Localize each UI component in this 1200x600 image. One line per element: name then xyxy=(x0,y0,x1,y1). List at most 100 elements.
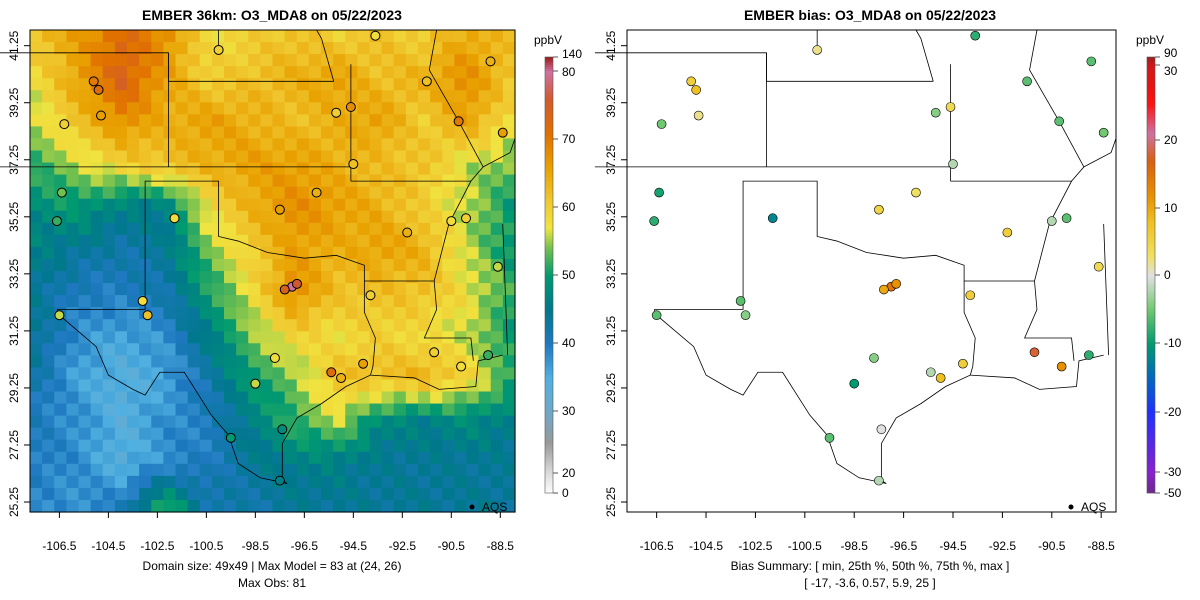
grid-cell xyxy=(333,66,346,79)
grid-cell xyxy=(502,258,516,272)
colorbar-tick-label: 50 xyxy=(562,268,576,282)
grid-cell xyxy=(236,114,249,127)
grid-cell xyxy=(248,90,261,103)
grid-cell xyxy=(308,271,322,284)
grid-cell xyxy=(211,427,225,441)
grid-cell xyxy=(296,30,310,43)
colorbar-swatch xyxy=(545,259,553,262)
grid-cell xyxy=(211,90,225,103)
grid-cell xyxy=(30,451,43,465)
grid-cell xyxy=(478,198,492,212)
grid-cell xyxy=(260,415,274,429)
grid-cell xyxy=(345,355,358,368)
grid-cell xyxy=(187,126,201,140)
grid-cell xyxy=(321,463,334,477)
grid-cell xyxy=(430,355,443,368)
colorbar-tick-label: 30 xyxy=(1164,64,1178,78)
colorbar-tick-label: 40 xyxy=(562,336,576,350)
grid-cell xyxy=(260,174,274,188)
station-marker xyxy=(421,76,432,87)
grid-cell xyxy=(418,427,431,441)
grid-cell xyxy=(236,355,249,368)
station-marker xyxy=(453,116,464,127)
grid-cell xyxy=(90,343,104,356)
grid-cell xyxy=(357,222,371,236)
grid-cell xyxy=(502,295,516,308)
colorbar-swatch xyxy=(545,281,553,284)
grid-cell xyxy=(139,343,152,356)
grid-cell xyxy=(54,162,67,176)
grid-cell xyxy=(478,126,492,140)
grid-cell xyxy=(151,138,164,152)
grid-cell xyxy=(236,162,249,176)
grid-cell xyxy=(151,331,164,344)
colorbar-swatch xyxy=(1147,371,1155,374)
grid-cell xyxy=(211,138,225,152)
grid-cell xyxy=(127,102,140,115)
x-tick-label: -102.5 xyxy=(738,539,772,553)
grid-cell xyxy=(90,295,104,308)
x-tick-label: -104.5 xyxy=(91,539,125,553)
colorbar-swatch xyxy=(545,61,553,64)
grid-cell xyxy=(175,246,189,260)
grid-cell xyxy=(187,258,201,272)
grid-cell xyxy=(502,451,516,465)
grid-cell xyxy=(114,307,128,320)
colorbar-swatch xyxy=(1147,117,1155,120)
grid-cell xyxy=(127,90,140,103)
grid-cell xyxy=(151,415,164,429)
grid-cell xyxy=(78,307,92,320)
colorbar-swatch xyxy=(545,463,553,466)
grid-cell xyxy=(30,126,43,140)
grid-cell xyxy=(405,463,419,477)
grid-cell xyxy=(418,186,431,200)
grid-cell xyxy=(466,186,480,200)
colorbar-swatch xyxy=(1147,461,1155,464)
grid-cell xyxy=(30,150,43,164)
plot-frame xyxy=(626,29,1117,513)
grid-cell xyxy=(199,463,213,477)
grid-cell xyxy=(308,415,322,429)
grid-cell xyxy=(224,42,237,55)
grid-cell xyxy=(114,271,128,284)
colorbar-swatch xyxy=(1147,239,1155,242)
x-tick-label: -96.5 xyxy=(291,539,319,553)
grid-cell xyxy=(42,343,55,356)
grid-cell xyxy=(127,367,140,381)
grid-cell xyxy=(151,54,164,67)
grid-cell xyxy=(90,391,104,405)
colorbar-swatch xyxy=(545,293,553,296)
colorbar-swatch xyxy=(1147,69,1155,72)
grid-cell xyxy=(272,42,286,55)
colorbar-swatch xyxy=(545,309,553,312)
grid-cell xyxy=(296,487,310,501)
colorbar-tick-label: 90 xyxy=(1164,46,1178,60)
grid-cell xyxy=(211,78,225,91)
colorbar-swatch xyxy=(545,69,553,72)
grid-cell xyxy=(381,54,395,67)
grid-cell xyxy=(199,102,213,115)
grid-cell xyxy=(127,319,140,332)
grid-cell xyxy=(333,283,346,296)
grid-cell xyxy=(333,210,346,224)
grid-cell xyxy=(357,415,371,429)
grid-cell xyxy=(284,138,298,152)
grid-cell xyxy=(102,307,116,320)
grid-cell xyxy=(321,499,334,513)
colorbar-swatch xyxy=(545,123,553,126)
grid-cell xyxy=(30,319,43,332)
grid-cell xyxy=(357,379,371,393)
grid-cell xyxy=(248,186,261,200)
grid-cell xyxy=(321,319,334,332)
colorbar-swatch xyxy=(545,235,553,238)
grid-cell xyxy=(66,355,80,368)
grid-cell xyxy=(393,138,407,152)
grid-cell xyxy=(187,198,201,212)
colorbar-swatch xyxy=(1147,395,1155,398)
grid-cell xyxy=(248,114,261,127)
colorbar-swatch xyxy=(1147,425,1155,428)
grid-cell xyxy=(393,90,407,103)
colorbar-swatch xyxy=(545,101,553,104)
grid-cell xyxy=(345,66,358,79)
grid-cell xyxy=(296,355,310,368)
